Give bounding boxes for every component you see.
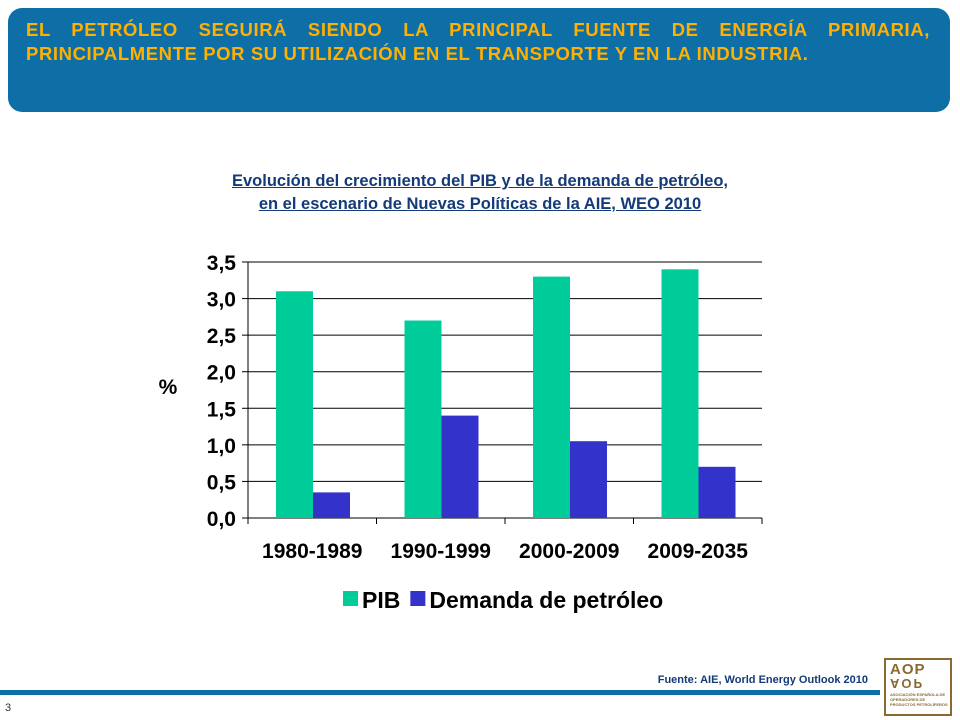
y-tick-label: 2,0 <box>207 362 236 385</box>
banner-text: EL PETRÓLEO SEGUIRÁ SIENDO LA PRINCIPAL … <box>26 19 930 64</box>
bar-pib <box>404 320 442 518</box>
x-tick-label: 1980-1989 <box>262 540 362 563</box>
source-note: Fuente: AIE, World Energy Outlook 2010 <box>657 674 868 686</box>
y-axis-label: % <box>159 376 178 399</box>
bar-demanda-de-petróleo <box>570 441 607 518</box>
chart-title: Evolución del crecimiento del PIB y de l… <box>231 172 729 190</box>
legend-label: Demanda de petróleo <box>429 587 663 613</box>
y-tick-label: 1,5 <box>207 398 237 421</box>
header-banner: EL PETRÓLEO SEGUIRÁ SIENDO LA PRINCIPAL … <box>8 8 950 112</box>
chart-subtitle: en el escenario de Nuevas Políticas de l… <box>258 195 702 213</box>
legend-swatch <box>410 591 426 606</box>
y-tick-label: 1,0 <box>207 435 236 458</box>
x-tick-label: 1990-1999 <box>391 540 491 563</box>
footer-divider <box>0 690 880 695</box>
logo-text: ASOCIACIÓN ESPAÑOLA DE OPERADORES DE PRO… <box>890 692 948 707</box>
y-tick-label: 3,0 <box>207 289 236 312</box>
y-tick-label: 3,5 <box>207 252 237 275</box>
x-tick-label: 2000-2009 <box>519 540 619 563</box>
bar-demanda-de-petróleo <box>441 415 479 518</box>
y-tick-label: 2,5 <box>207 325 237 348</box>
legend-swatch <box>343 591 358 606</box>
y-tick-label: 0,5 <box>207 471 237 494</box>
page-number: 3 <box>5 702 12 714</box>
bar-demanda-de-petróleo <box>698 466 736 518</box>
bar-pib <box>276 291 313 518</box>
bar-pib <box>661 269 699 518</box>
x-tick-label: 2009-2035 <box>648 540 749 563</box>
legend-label: PIB <box>362 587 400 613</box>
bar-demanda-de-petróleo <box>313 492 350 518</box>
y-tick-label: 0,0 <box>207 508 236 531</box>
logo-mark-mirror: AOP <box>890 676 925 691</box>
bar-pib <box>533 276 570 518</box>
logo-mark: AOP <box>890 661 926 678</box>
aop-logo: AOP AOP ASOCIACIÓN ESPAÑOLA DE OPERADORE… <box>884 658 952 716</box>
